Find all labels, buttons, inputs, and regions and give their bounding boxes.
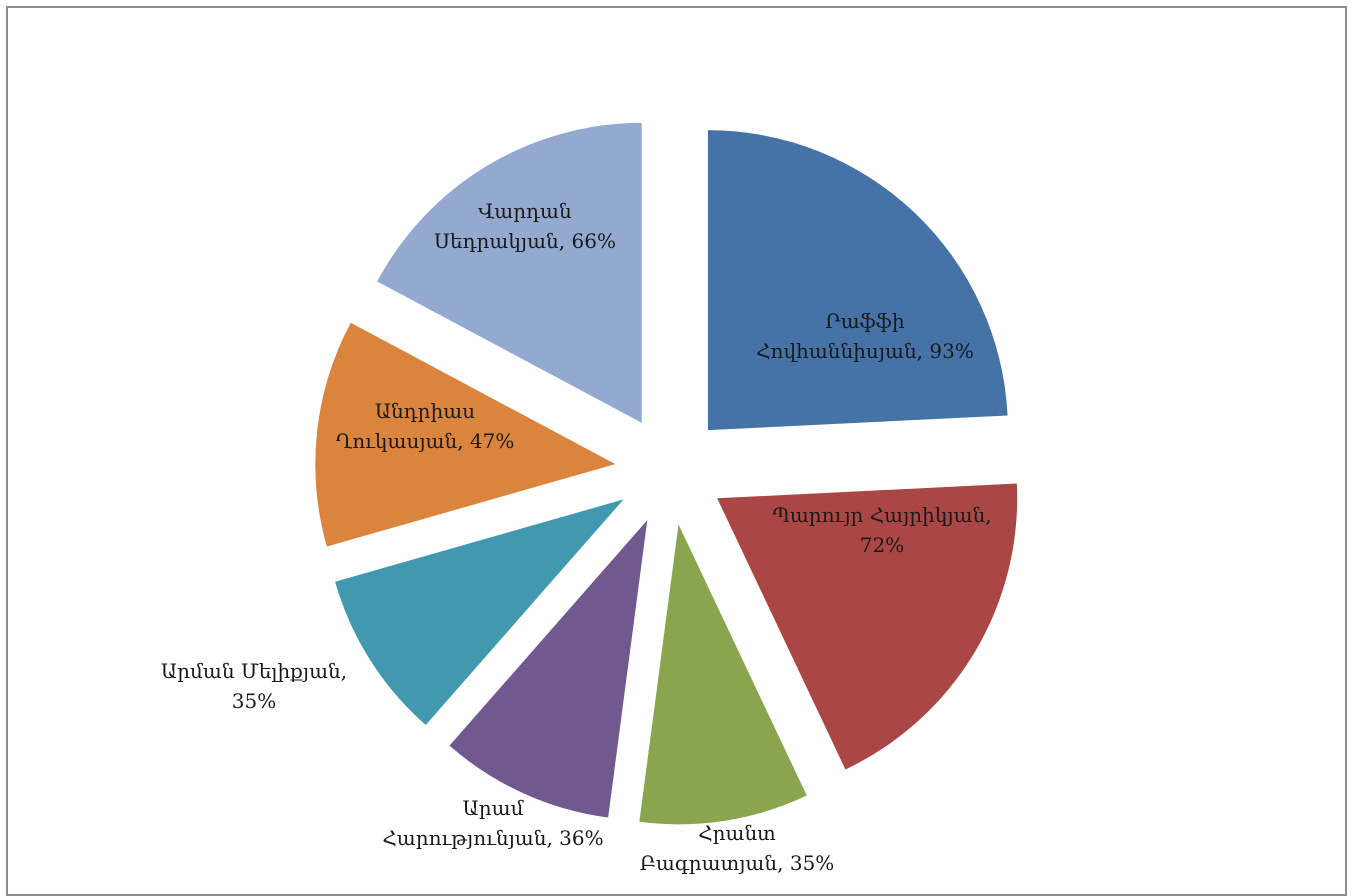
- pie-slice-1: [707, 130, 1008, 431]
- data-label-4-line-2: Հարությունյան, 36%: [382, 826, 603, 850]
- data-label-7-line-2: Սեդրակյան, 66%: [434, 229, 616, 253]
- data-label-4: Արամ Հարությունյան, 36%: [382, 796, 603, 850]
- data-label-6-line-2: Ղուկասյան, 47%: [336, 429, 515, 453]
- data-label-6-line-1: Անդրիաս: [375, 399, 475, 423]
- data-label-1-line-2: Հովհաննիսյան, 93%: [756, 339, 974, 363]
- data-label-3-line-2: Բագրատյան, 35%: [640, 851, 835, 875]
- data-label-6: Անդրիաս Ղուկասյան, 47%: [336, 399, 515, 453]
- data-label-2-line-2: 72%: [860, 533, 904, 557]
- data-label-5: Արման Մելիքյան, 35%: [161, 659, 347, 713]
- data-label-3: Հրանտ Բագրատյան, 35%: [640, 821, 835, 875]
- data-label-2: Պարույր Հայրիկյան, 72%: [772, 503, 991, 557]
- data-label-3-line-1: Հրանտ: [698, 821, 776, 845]
- data-label-7: Վարդան Սեդրակյան, 66%: [434, 199, 616, 253]
- data-label-1-line-1: Րաֆֆի: [825, 309, 905, 333]
- pie-slice-2: [717, 483, 1018, 770]
- data-label-4-line-1: Արամ: [463, 796, 524, 820]
- data-label-5-line-1: Արման Մելիքյան,: [161, 659, 347, 683]
- data-label-7-line-1: Վարդան: [478, 199, 572, 223]
- pie-slice-7: [377, 122, 642, 423]
- pie-slice-3: [639, 524, 807, 825]
- pie-slices: [315, 122, 1018, 825]
- data-label-5-line-2: 35%: [232, 689, 276, 713]
- pie-slice-4: [449, 520, 648, 818]
- pie-slice-5: [335, 499, 624, 725]
- slice-labels: Րաֆֆի Հովհաննիսյան, 93% Պարույր Հայրիկյան,…: [161, 199, 992, 875]
- pie-slice-6: [315, 322, 616, 547]
- data-label-2-line-1: Պարույր Հայրիկյան,: [772, 503, 991, 527]
- data-label-1: Րաֆֆի Հովհաննիսյան, 93%: [756, 309, 974, 363]
